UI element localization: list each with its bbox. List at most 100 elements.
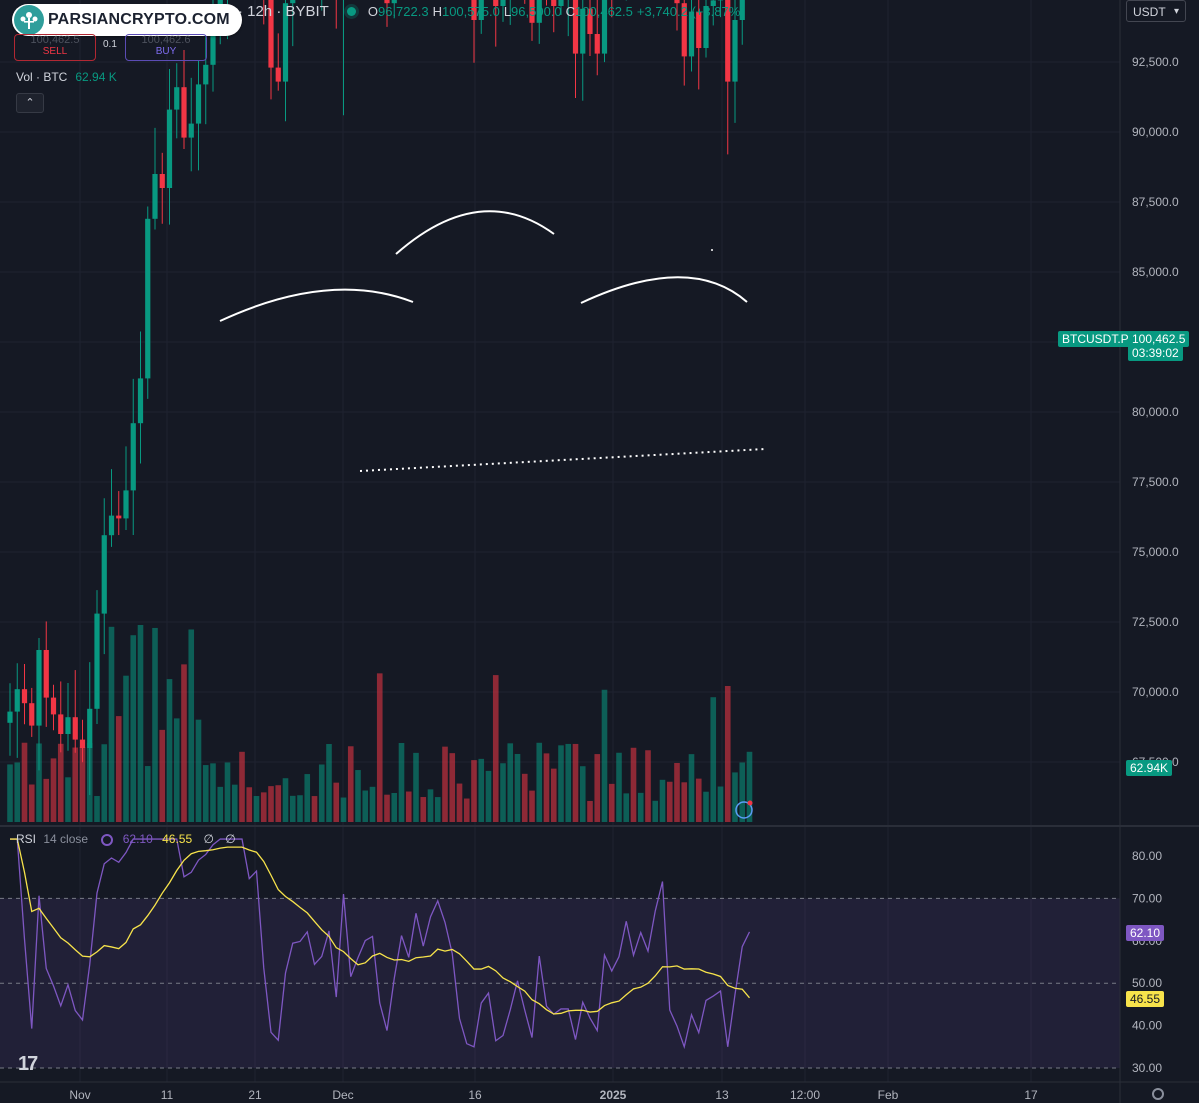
volume-bar: [72, 747, 79, 822]
volume-bar: [333, 782, 340, 822]
volume-bar: [485, 770, 492, 822]
volume-bar: [666, 781, 673, 822]
low-value: 96,500.0: [511, 4, 562, 19]
candle-body: [471, 0, 477, 20]
volume-bar: [210, 763, 216, 822]
time-tick-label: 16: [468, 1088, 482, 1102]
price-tick-label: 90,000.0: [1132, 125, 1179, 139]
rsi-tick-label: 80.00: [1132, 849, 1162, 863]
volume-bar: [536, 742, 543, 822]
volume-bar: [391, 792, 398, 822]
candle-body: [79, 739, 86, 748]
price-tick-label: 80,000.0: [1132, 405, 1179, 419]
candle-body: [203, 64, 209, 85]
brand-logo: PARSIANCRYPTO.COM: [12, 4, 242, 36]
change-value: +3,740.2 (+3.87%): [636, 4, 745, 19]
candle-body: [145, 218, 151, 379]
currency-select[interactable]: USDT ▾: [1126, 0, 1186, 22]
volume-bar: [645, 750, 651, 822]
candle-body: [493, 0, 499, 6]
annotation-dot: [711, 249, 713, 251]
volume-bar: [398, 742, 405, 822]
candle-body: [188, 123, 194, 138]
time-tick-label: 13: [715, 1088, 729, 1102]
volume-bar: [434, 797, 441, 822]
volume-bar: [608, 783, 615, 822]
price-tick-label: 75,000.0: [1132, 545, 1179, 559]
grid-lines: [0, 0, 1120, 1082]
rsi-ma-value: 46.55: [162, 832, 193, 846]
cycle-icon[interactable]: [101, 834, 114, 846]
volume-bar: [637, 792, 644, 822]
volume-bar: [101, 744, 108, 822]
price-tick-label: 70,000.0: [1132, 685, 1179, 699]
high-value: 100,575.0: [441, 4, 500, 19]
candle-body: [601, 0, 608, 54]
volume-bar: [732, 772, 738, 822]
price-tick-label: 72,500.0: [1132, 615, 1179, 629]
volume-bar: [94, 796, 100, 822]
sell-button[interactable]: 100,462.5 SELL: [14, 34, 96, 61]
alert-dot: [747, 800, 753, 806]
volume-bar: [326, 744, 332, 822]
rsi-tick-label: 50.00: [1132, 976, 1162, 990]
volume-bar: [282, 778, 289, 822]
volume-bar: [558, 745, 564, 822]
volume-bar: [79, 746, 86, 822]
candle-body: [14, 689, 20, 712]
volume-bar: [137, 624, 144, 822]
time-tick-label: 11: [161, 1088, 174, 1102]
rsi-tick-label: 40.00: [1132, 1019, 1162, 1033]
volume-bar: [362, 790, 369, 822]
candle-body: [50, 697, 57, 715]
candle-body: [282, 3, 289, 82]
volume-bar: [21, 742, 28, 822]
candle-body: [500, 0, 506, 6]
time-tick-label: Nov: [69, 1088, 90, 1102]
volume-bar: [717, 786, 724, 822]
candle-body: [688, 11, 695, 57]
volume-bar: [57, 743, 64, 822]
candle-body: [275, 67, 281, 82]
neckline: [359, 448, 766, 472]
candle-body: [739, 0, 745, 20]
volume-bar: [144, 766, 151, 822]
volume-bars: [7, 624, 753, 822]
volume-bar: [594, 754, 601, 822]
buy-label: BUY: [155, 46, 177, 57]
gear-icon[interactable]: [1152, 1088, 1164, 1100]
volume-bar: [572, 743, 579, 822]
volume-bar: [463, 798, 470, 822]
volume-bar: [529, 790, 535, 822]
candle-body: [94, 613, 100, 709]
volume-bar: [695, 778, 702, 822]
candle-body: [391, 0, 397, 4]
volume-bar: [43, 778, 50, 822]
volume-bar: [442, 746, 448, 822]
volume-bar: [746, 751, 753, 822]
collapse-legend-button[interactable]: ⌃: [16, 93, 44, 113]
candle-body: [536, 0, 542, 23]
volume-bar: [14, 762, 21, 822]
spread-value: 0.1: [103, 39, 117, 50]
volume-bar: [413, 752, 419, 822]
rsi-ma-tag: 46.55: [1126, 991, 1165, 1007]
volume-name: Vol · BTC: [16, 70, 68, 84]
volume-legend: Vol · BTC 62.94 K: [16, 70, 117, 84]
volume-bar: [188, 629, 195, 822]
volume-bar: [471, 760, 477, 822]
volume-bar: [652, 800, 659, 822]
volume-bar: [311, 796, 318, 822]
time-tick-label: 2025: [600, 1088, 627, 1102]
volume-bar: [587, 800, 593, 822]
rsi-value: 62.10: [122, 832, 153, 846]
close-label: C: [565, 4, 576, 19]
buy-button[interactable]: 100,462.6 BUY: [125, 34, 207, 61]
price-tick-label: 92,500.0: [1132, 55, 1179, 69]
rsi-empty-2: ∅: [225, 832, 236, 846]
volume-bar: [703, 791, 709, 822]
volume-bar: [231, 784, 238, 822]
volume-bar: [173, 718, 180, 822]
